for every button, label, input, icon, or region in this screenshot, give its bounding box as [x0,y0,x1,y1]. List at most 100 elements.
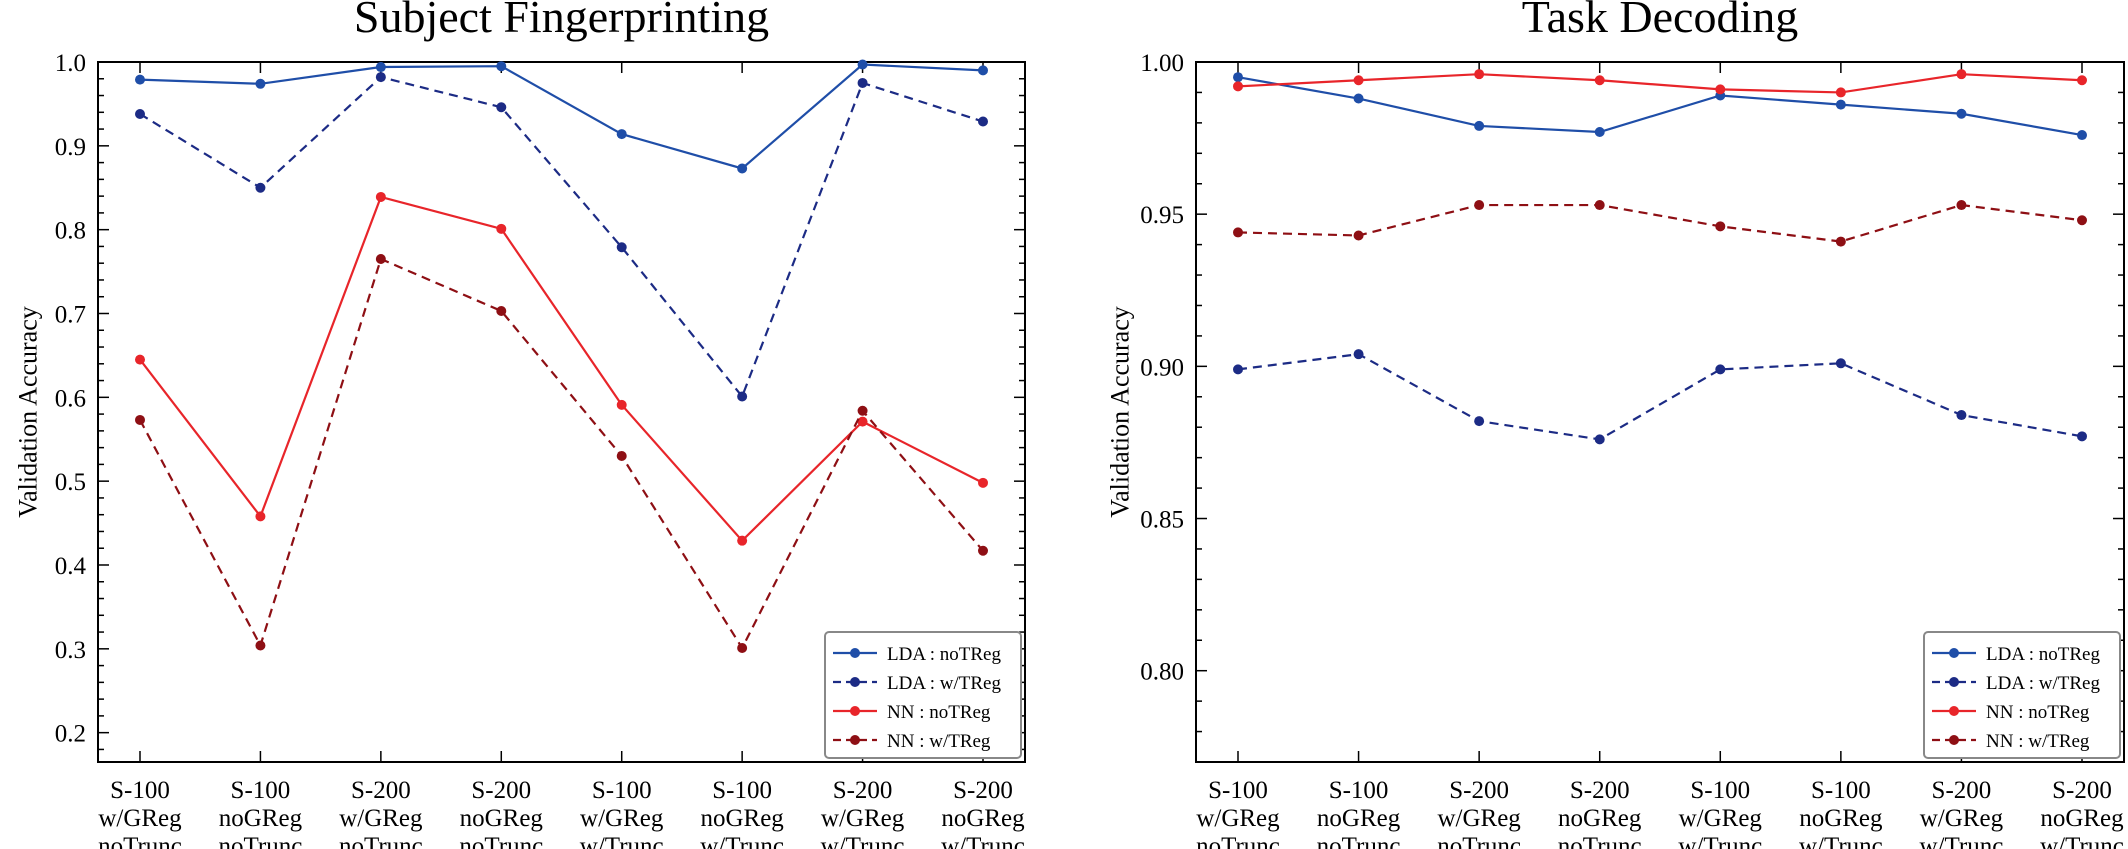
x-tick-label-line: noGReg [941,805,1025,832]
x-tick-label-line: w/GReg [1679,805,1763,832]
legend-item: LDA : w/TReg [1932,673,2100,694]
data-point [1715,221,1726,232]
data-point [1956,69,1967,80]
series-3 [135,254,988,653]
series-1 [1233,349,2087,445]
x-tick-label-line: S-200 [1449,777,1509,804]
data-point [1233,81,1243,92]
x-tick-label-line: noTrunc [459,833,543,849]
data-point [1474,120,1485,131]
legend-label: LDA : noTReg [887,644,1001,665]
series-line [139,257,984,651]
data-point [1233,72,1243,83]
legend-label: NN : noTReg [887,702,991,723]
series-line [1237,203,2083,243]
y-tick-label: 0.2 [55,721,86,748]
x-tick-label-line: S-200 [1570,777,1630,804]
x-tick-label-line: noGReg [1558,805,1642,832]
legend-label: LDA : w/TReg [887,673,1001,694]
data-point [1594,200,1605,211]
data-point [496,61,507,72]
series-line [139,63,984,170]
data-point [978,116,988,127]
data-point [978,65,988,76]
legend-marker [850,677,860,687]
data-point [1956,200,1967,211]
legend-item: LDA : noTReg [1932,644,2100,665]
legend-marker [1949,677,1959,687]
x-tick-label-line: noTrunc [1437,833,1521,849]
y-tick-label: 0.95 [1140,202,1184,229]
data-point [375,191,386,202]
y-tick-label: 0.85 [1140,507,1184,534]
x-tick-label-line: w/Trunc [1799,833,1883,849]
legend-marker [850,706,860,716]
y-tick-label: 1.0 [55,50,86,77]
x-tick-label-line: S-200 [953,777,1013,804]
data-point [1835,87,1846,98]
legend-label: LDA : w/TReg [1986,673,2100,694]
y-tick-label: 0.90 [1140,354,1184,381]
data-point [255,640,266,651]
x-tick-label-line: w/Trunc [580,833,664,849]
data-point [616,451,627,462]
x-tick-label-line: w/GReg [1437,805,1521,832]
data-point [857,59,868,70]
x-tick-label-line: noGReg [700,805,784,832]
y-tick-label: 0.9 [55,134,86,161]
x-tick-label-line: w/GReg [1920,805,2004,832]
data-point [1233,364,1243,375]
data-point [737,391,748,402]
series-line [1237,353,2083,441]
data-point [135,108,145,119]
legend-box [824,631,1022,759]
x-tick-label-line: w/Trunc [2040,833,2124,849]
x-tick-label-line: w/GReg [98,805,182,832]
y-tick-label: 0.4 [55,553,87,580]
data-point [1715,364,1726,375]
series-0 [1233,72,2087,141]
data-point [135,414,145,425]
x-tick-label-line: S-100 [231,777,291,804]
x-tick-label-line: noGReg [219,805,303,832]
x-tick-label-line: w/Trunc [821,833,905,849]
legend-label: NN : w/TReg [887,731,991,752]
data-point [496,102,507,113]
y-tick-label: 0.6 [55,385,86,412]
legend-item: NN : w/TReg [1932,731,2090,752]
x-tick-label-line: w/GReg [1196,805,1280,832]
series-2 [1233,69,2087,98]
y-ticks [1196,61,2124,733]
x-tick-label-line: S-200 [471,777,531,804]
data-point [737,535,748,546]
data-point [1353,349,1364,360]
x-tick-label-line: S-100 [712,777,772,804]
chart-task-decoding: Task Decoding Validation Accuracy 0.80 0.85… [1105,0,2125,849]
data-point [2077,75,2087,86]
y-tick-label: 1.00 [1140,50,1184,77]
chart-title: Subject Fingerprinting [354,0,769,42]
legend-item: NN : w/TReg [833,731,991,752]
data-point [135,354,145,365]
legend-marker [1949,706,1959,716]
data-point [616,242,627,253]
data-point [1474,200,1485,211]
data-point [135,74,145,85]
series-0 [135,59,988,174]
data-point [1594,127,1605,137]
x-tick-label-line: noTrunc [219,833,303,849]
y-tick-label: 0.5 [55,469,86,496]
data-point [1715,84,1726,95]
x-tick-label-line: noTrunc [339,833,423,849]
data-point [1956,108,1967,119]
x-tick-label-line: S-100 [110,777,170,804]
